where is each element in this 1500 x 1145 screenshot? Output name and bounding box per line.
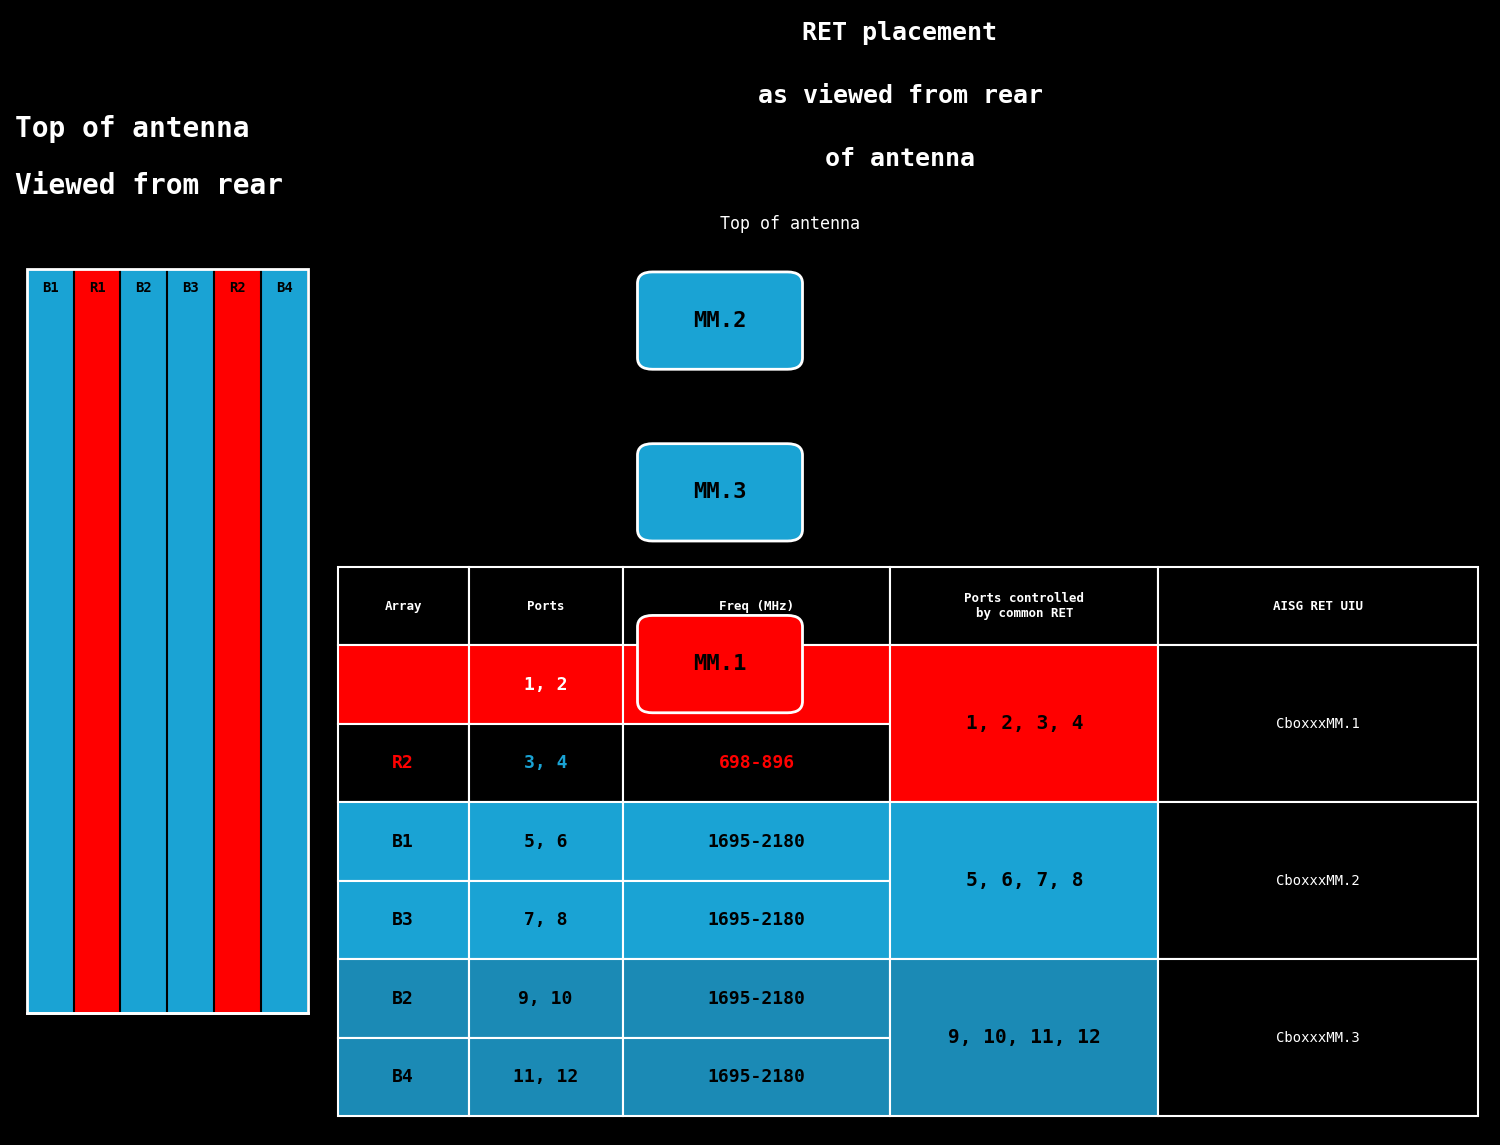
Bar — [468, 567, 622, 646]
Text: Top of antenna: Top of antenna — [15, 116, 249, 143]
Bar — [622, 803, 891, 881]
Text: CboxxxMM.2: CboxxxMM.2 — [1276, 874, 1360, 887]
Text: R2: R2 — [392, 755, 414, 772]
Text: 1695-2180: 1695-2180 — [708, 1068, 806, 1087]
Bar — [1158, 646, 1478, 803]
Bar — [622, 960, 891, 1037]
Bar — [338, 960, 468, 1037]
Bar — [1158, 960, 1478, 1116]
Bar — [468, 724, 622, 803]
Text: AISG RET UIU: AISG RET UIU — [1274, 600, 1364, 613]
Bar — [622, 646, 891, 724]
Bar — [74, 269, 120, 1013]
Text: B4: B4 — [392, 1068, 414, 1087]
FancyBboxPatch shape — [638, 616, 802, 712]
Text: B3: B3 — [183, 281, 200, 294]
Text: 1695-2180: 1695-2180 — [708, 911, 806, 929]
Text: Viewed from rear: Viewed from rear — [15, 173, 284, 200]
Text: CboxxxMM.1: CboxxxMM.1 — [1276, 717, 1360, 731]
Bar — [261, 269, 308, 1013]
Text: B1: B1 — [392, 832, 414, 851]
Text: of antenna: of antenna — [825, 147, 975, 171]
Bar — [1158, 803, 1478, 960]
Text: MM.1: MM.1 — [693, 654, 747, 674]
Bar — [891, 646, 1158, 803]
Bar — [214, 269, 261, 1013]
Text: B2: B2 — [392, 989, 414, 1008]
Text: 1695-2180: 1695-2180 — [708, 989, 806, 1008]
Bar — [622, 1037, 891, 1116]
Text: CboxxxMM.3: CboxxxMM.3 — [1276, 1030, 1360, 1045]
Text: 1, 2, 3, 4: 1, 2, 3, 4 — [966, 714, 1083, 733]
Text: MM.2: MM.2 — [693, 310, 747, 331]
Text: Top of antenna: Top of antenna — [720, 215, 860, 232]
Text: RET placement: RET placement — [802, 21, 998, 45]
Text: 7, 8: 7, 8 — [524, 911, 567, 929]
Text: 5, 6, 7, 8: 5, 6, 7, 8 — [966, 871, 1083, 891]
Bar — [468, 646, 622, 724]
Bar — [468, 1037, 622, 1116]
Text: R2: R2 — [230, 281, 246, 294]
Text: Ports: Ports — [526, 600, 564, 613]
Bar — [27, 269, 74, 1013]
Text: B3: B3 — [392, 911, 414, 929]
Text: 9, 10, 11, 12: 9, 10, 11, 12 — [948, 1028, 1101, 1048]
Text: 3, 4: 3, 4 — [524, 755, 567, 772]
Bar — [468, 960, 622, 1037]
Bar — [338, 567, 468, 646]
FancyBboxPatch shape — [638, 271, 802, 369]
Bar — [891, 960, 1158, 1116]
Text: 11, 12: 11, 12 — [513, 1068, 578, 1087]
Bar — [338, 724, 468, 803]
Bar — [168, 269, 214, 1013]
Bar — [338, 646, 468, 724]
Text: R1: R1 — [88, 281, 105, 294]
Text: R1: R1 — [392, 676, 414, 694]
Text: MM.3: MM.3 — [693, 482, 747, 503]
Bar — [891, 567, 1158, 646]
Bar — [622, 567, 891, 646]
Bar — [468, 881, 622, 960]
Text: Ports controlled
by common RET: Ports controlled by common RET — [964, 592, 1084, 621]
Text: B4: B4 — [276, 281, 292, 294]
Text: Array: Array — [384, 600, 422, 613]
Bar — [1158, 567, 1478, 646]
Bar — [338, 1037, 468, 1116]
Text: 9, 10: 9, 10 — [519, 989, 573, 1008]
Text: 698-896: 698-896 — [718, 676, 795, 694]
Bar — [338, 881, 468, 960]
Bar — [891, 803, 1158, 960]
Bar — [120, 269, 166, 1013]
FancyBboxPatch shape — [638, 444, 802, 542]
Bar — [622, 724, 891, 803]
Text: 698-896: 698-896 — [718, 755, 795, 772]
Bar — [338, 803, 468, 881]
Text: 5, 6: 5, 6 — [524, 832, 567, 851]
Text: 1, 2: 1, 2 — [524, 676, 567, 694]
Text: B1: B1 — [42, 281, 58, 294]
Text: as viewed from rear: as viewed from rear — [758, 84, 1042, 108]
Text: B2: B2 — [135, 281, 153, 294]
Bar — [468, 803, 622, 881]
Bar — [27, 269, 308, 1013]
Text: Freq (MHz): Freq (MHz) — [718, 600, 794, 613]
Text: 1695-2180: 1695-2180 — [708, 832, 806, 851]
Bar — [622, 881, 891, 960]
